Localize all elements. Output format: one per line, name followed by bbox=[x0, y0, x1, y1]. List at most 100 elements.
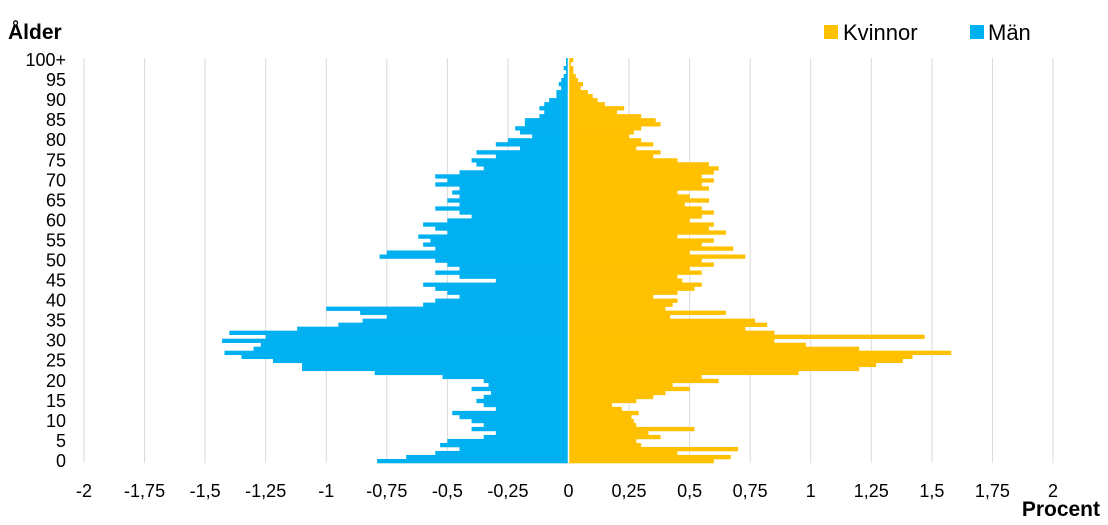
bar-men bbox=[476, 398, 569, 404]
y-tick-label: 0 bbox=[56, 451, 66, 471]
bar-women bbox=[568, 226, 710, 231]
bar-women bbox=[568, 250, 690, 255]
bar-men bbox=[459, 170, 569, 175]
bar-men bbox=[423, 282, 569, 287]
bar-men bbox=[471, 214, 569, 219]
bar-men bbox=[549, 98, 569, 103]
bar-men bbox=[459, 414, 569, 420]
bar-women bbox=[568, 86, 581, 91]
bar-women bbox=[568, 386, 690, 392]
x-tick-label: -1,25 bbox=[245, 481, 286, 501]
bar-men bbox=[539, 114, 569, 119]
bar-men bbox=[442, 374, 569, 380]
y-tick-label: 10 bbox=[46, 411, 66, 431]
bar-men bbox=[520, 146, 569, 151]
bar-men bbox=[265, 334, 569, 339]
bar-men bbox=[241, 354, 569, 360]
bar-men bbox=[495, 430, 569, 436]
bar-men bbox=[495, 142, 569, 147]
bar-women bbox=[568, 174, 702, 179]
bar-men bbox=[459, 194, 569, 199]
y-tick-label: 40 bbox=[46, 291, 66, 311]
bar-women bbox=[568, 206, 702, 211]
bar-men bbox=[471, 386, 569, 392]
bar-women bbox=[568, 350, 952, 356]
bar-women bbox=[568, 342, 806, 348]
bar-women bbox=[568, 246, 734, 251]
y-tick-label: 50 bbox=[46, 251, 66, 271]
bar-women bbox=[568, 402, 613, 408]
bar-women bbox=[568, 126, 642, 131]
bar-women bbox=[568, 458, 714, 464]
x-tick-label: 1 bbox=[806, 481, 816, 501]
bar-men bbox=[476, 150, 569, 155]
bar-men bbox=[430, 238, 569, 243]
bar-men bbox=[302, 362, 569, 368]
bar-women bbox=[568, 314, 671, 319]
bar-men bbox=[561, 86, 569, 91]
bar-men bbox=[435, 450, 569, 456]
bar-men bbox=[440, 442, 569, 448]
x-axis-label: Procent bbox=[1022, 498, 1100, 521]
bar-men bbox=[556, 94, 569, 99]
bar-men bbox=[539, 106, 569, 111]
bar-men bbox=[362, 318, 569, 323]
x-tick-label: 1,5 bbox=[919, 481, 944, 501]
bar-men bbox=[326, 306, 569, 311]
bar-women bbox=[568, 278, 683, 283]
bar-women bbox=[568, 450, 678, 456]
bar-men bbox=[471, 158, 569, 163]
bar-women bbox=[568, 330, 775, 335]
bar-women bbox=[568, 398, 637, 404]
bar-men bbox=[566, 70, 569, 75]
x-tick-label: 1,75 bbox=[975, 481, 1010, 501]
bar-men bbox=[435, 286, 569, 291]
bar-men bbox=[338, 322, 569, 327]
bar-women bbox=[568, 110, 617, 115]
x-tick-labels: -2 -1,75 -1,5 -1,25 -1 -0,75 -0,5 -0,25 0 0,25 0,5… bbox=[76, 481, 1058, 501]
bar-men bbox=[459, 210, 569, 215]
bar-women bbox=[568, 230, 726, 235]
bar-men bbox=[222, 338, 569, 344]
bar-women bbox=[568, 62, 571, 67]
x-tick-label: -0,5 bbox=[432, 481, 463, 501]
bar-women bbox=[568, 146, 637, 151]
x-tick-label: 0,5 bbox=[677, 481, 702, 501]
bar-men bbox=[272, 358, 569, 364]
bar-men bbox=[483, 166, 569, 171]
bar-women bbox=[568, 222, 714, 227]
x-tick-label: -1,5 bbox=[190, 481, 221, 501]
bar-men bbox=[253, 346, 569, 352]
bar-women bbox=[568, 410, 639, 416]
men-bars bbox=[222, 58, 569, 464]
legend: Kvinnor Män bbox=[824, 20, 1031, 45]
bar-women bbox=[568, 426, 695, 432]
bar-women bbox=[568, 374, 702, 380]
bar-women bbox=[568, 366, 860, 372]
bar-women bbox=[568, 422, 637, 428]
y-tick-labels: 100+959085807570656055504540353025201510… bbox=[25, 50, 66, 471]
bar-women bbox=[568, 214, 702, 219]
bar-men bbox=[435, 270, 569, 275]
y-tick-label: 80 bbox=[46, 130, 66, 150]
bar-women bbox=[568, 186, 710, 191]
bar-women bbox=[568, 138, 642, 143]
y-tick-label: 95 bbox=[46, 70, 66, 90]
bar-women bbox=[568, 282, 702, 287]
y-tick-label: 35 bbox=[46, 311, 66, 331]
bar-men bbox=[435, 174, 569, 179]
bar-men bbox=[377, 458, 569, 464]
bar-women bbox=[568, 378, 719, 384]
bar-men bbox=[556, 90, 569, 95]
bar-women bbox=[568, 98, 598, 103]
bar-men bbox=[495, 406, 569, 412]
x-tick-label: -1 bbox=[318, 481, 334, 501]
bar-women bbox=[568, 362, 877, 368]
bar-men bbox=[507, 138, 569, 143]
bar-men bbox=[495, 154, 569, 159]
bar-women bbox=[568, 298, 678, 303]
bar-women bbox=[568, 434, 661, 440]
bar-men bbox=[561, 78, 569, 83]
bar-women bbox=[568, 358, 903, 364]
bar-women bbox=[568, 78, 579, 83]
